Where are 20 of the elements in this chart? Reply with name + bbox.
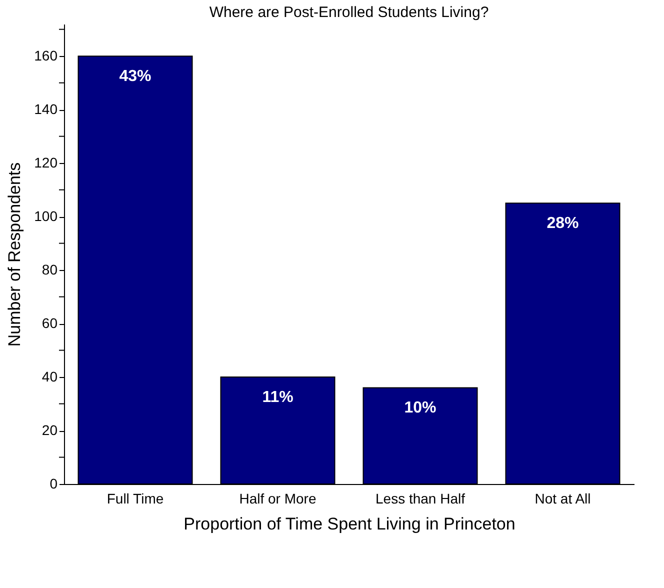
y-tick-label: 100	[34, 208, 58, 224]
chart-title: Where are Post-Enrolled Students Living?	[209, 4, 489, 21]
annotation: 10%	[404, 400, 436, 417]
x-tick-label: Not at All	[534, 490, 591, 506]
y-tick-label: 160	[34, 48, 58, 64]
y-tick-label: 60	[42, 315, 58, 332]
y-tick-label: 80	[42, 262, 58, 278]
y-tick-label: 120	[34, 154, 58, 171]
y-tick-label: 20	[42, 422, 58, 438]
y-tick-label: 140	[34, 101, 58, 118]
y-axis-title: Number of Respondents	[5, 162, 24, 347]
x-tick-label: Half or More	[239, 490, 316, 506]
x-tick-label: Full Time	[106, 490, 164, 506]
y-tick-label: 40	[42, 368, 58, 385]
annotation: 28%	[546, 215, 579, 232]
x-axis-title: Proportion of Time Spent Living in Princeton	[184, 514, 516, 534]
y-tick-label: 0	[50, 476, 58, 492]
annotation: 43%	[119, 68, 152, 86]
annotation: 11%	[262, 389, 294, 406]
x-tick-label: Less than Half	[376, 490, 466, 506]
